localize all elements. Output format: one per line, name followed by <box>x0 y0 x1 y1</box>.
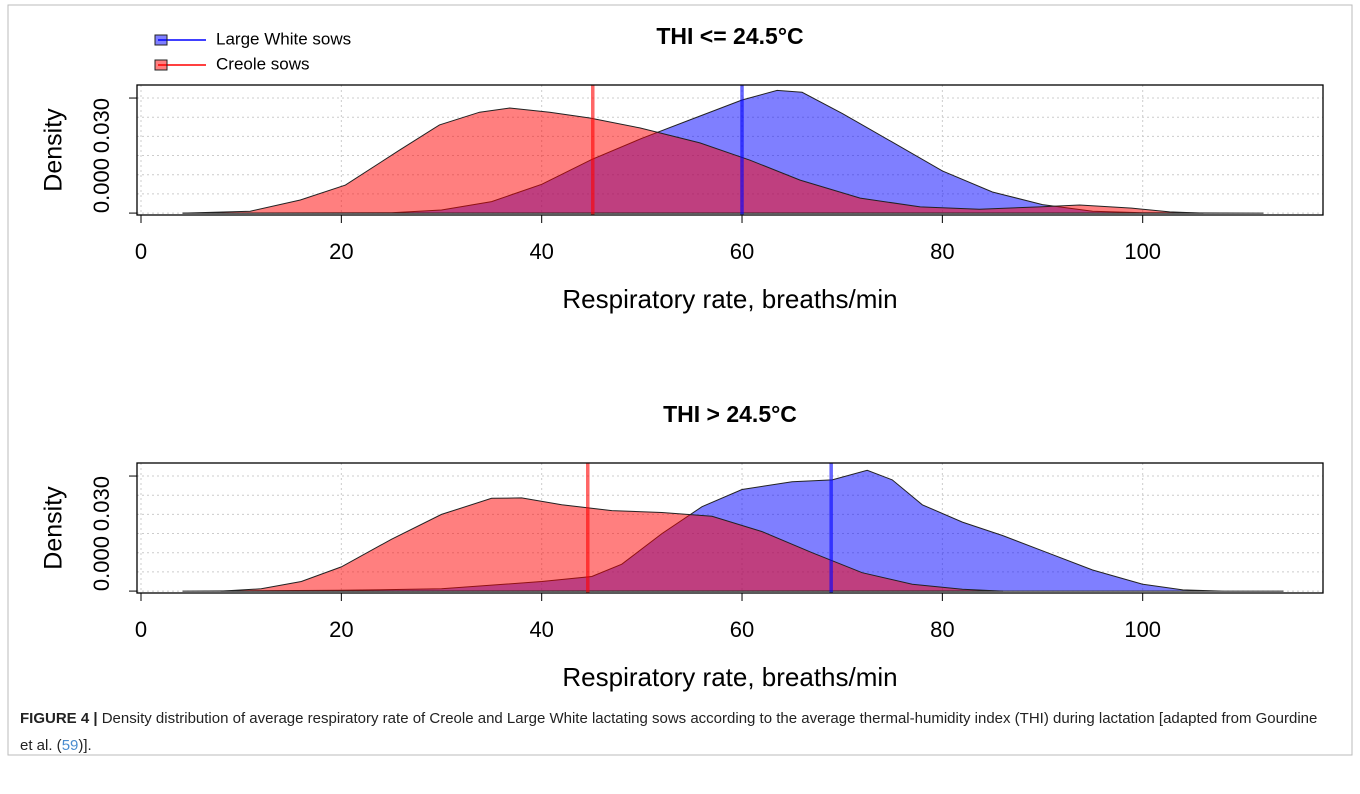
y-tick-label: 0.000 <box>89 158 114 213</box>
caption: FIGURE 4 | Density distribution of avera… <box>20 705 1330 759</box>
caption-text: Density distribution of average respirat… <box>20 710 1318 754</box>
chart-title: THI <= 24.5°C <box>656 23 803 49</box>
x-tick-label: 40 <box>529 617 553 642</box>
x-tick-label: 40 <box>529 239 553 264</box>
density-area <box>220 497 1003 592</box>
x-tick-label: 100 <box>1124 239 1161 264</box>
x-tick-label: 20 <box>329 617 353 642</box>
x-tick-label: 20 <box>329 239 353 264</box>
y-tick-label: 0.000 <box>89 536 114 591</box>
chart-title: THI > 24.5°C <box>663 401 797 427</box>
legend-swatch <box>154 59 168 71</box>
y-axis-label: Density <box>40 486 68 570</box>
caption-end: )]. <box>78 737 92 754</box>
y-tick-label: 0.030 <box>89 98 114 153</box>
legend-label: Creole sows <box>216 54 310 73</box>
figure-border <box>7 4 1353 756</box>
y-tick-label: 0.030 <box>89 476 114 531</box>
x-tick-label: 100 <box>1124 617 1161 642</box>
density-area <box>182 107 1204 214</box>
legend-swatch <box>154 34 168 46</box>
plot-frame <box>136 84 1324 216</box>
y-axis-label: Density <box>40 108 68 192</box>
x-axis-label: Respiratory rate, breaths/min <box>562 284 897 314</box>
caption-ref[interactable]: 59 <box>61 737 79 754</box>
x-tick-label: 60 <box>730 239 754 264</box>
x-tick-label: 60 <box>730 617 754 642</box>
x-tick-label: 0 <box>135 239 147 264</box>
plot-frame <box>136 462 1324 594</box>
x-axis-label: Respiratory rate, breaths/min <box>562 662 897 692</box>
legend-label: Large White sows <box>216 29 351 48</box>
x-tick-label: 80 <box>930 239 954 264</box>
x-tick-label: 80 <box>930 617 954 642</box>
caption-label: FIGURE 4 | <box>20 710 98 727</box>
x-tick-label: 0 <box>135 617 147 642</box>
